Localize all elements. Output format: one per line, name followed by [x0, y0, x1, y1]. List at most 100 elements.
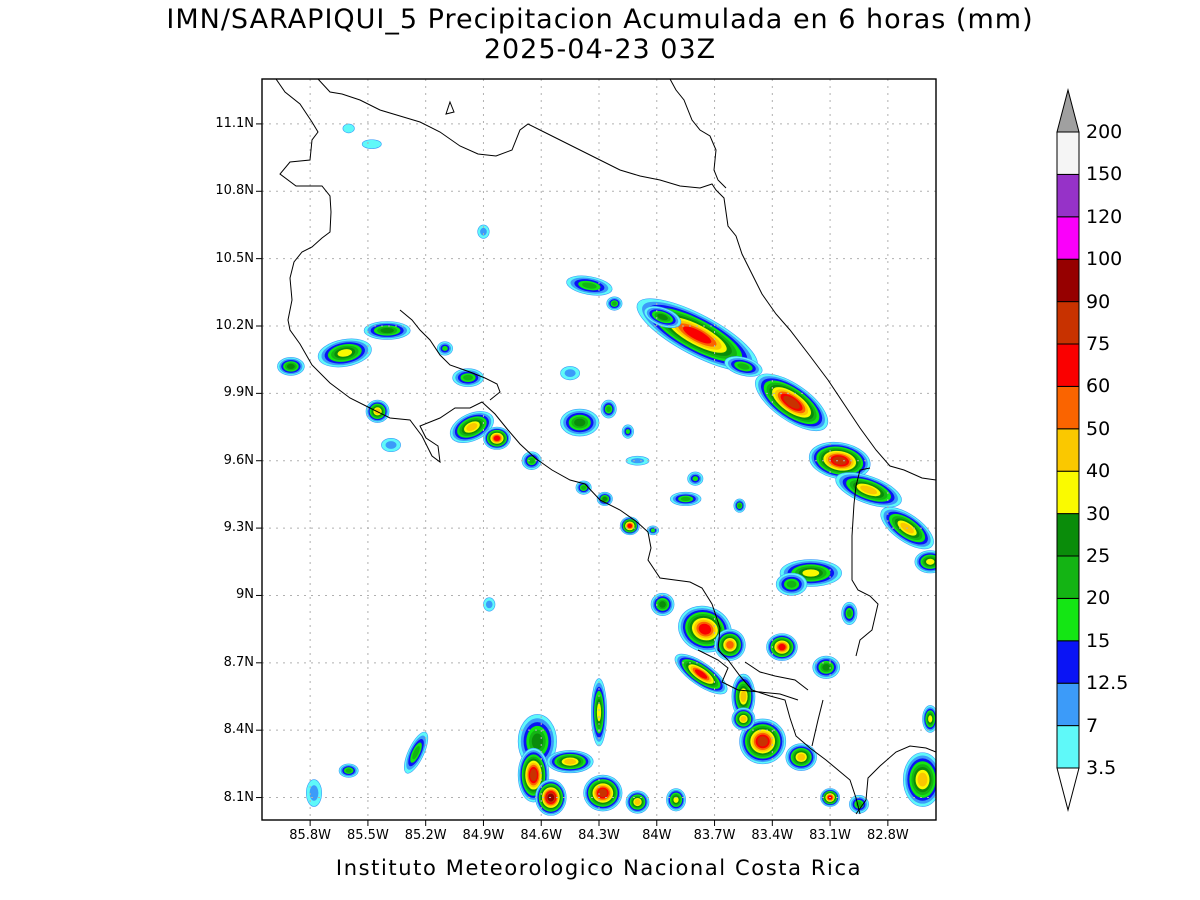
precip-cell: [914, 550, 936, 574]
precip-cell: [583, 774, 623, 812]
precip-contour: [412, 746, 420, 760]
precip-cell: [812, 655, 841, 679]
lon-label: 85.2W: [404, 828, 447, 843]
precip-cell: [600, 399, 617, 419]
precip-cell: [766, 633, 798, 661]
precip-contour: [598, 788, 608, 798]
lat-label: 9.9N: [223, 385, 254, 401]
precip-contour: [442, 346, 448, 351]
precip-cell: [785, 743, 817, 771]
colorbar-label: 90: [1086, 290, 1111, 313]
precip-contour: [650, 528, 656, 533]
colorbar-swatch: [1056, 385, 1080, 430]
precip-cell: [606, 296, 623, 311]
precip-contour: [564, 758, 577, 765]
lat-label: 8.1N: [223, 789, 254, 805]
precip-contour: [737, 503, 742, 508]
lat-label: 11.1N: [215, 115, 254, 131]
precip-contour: [634, 799, 641, 805]
colorbar-label: 3.5: [1086, 757, 1117, 779]
precip-cell: [775, 572, 808, 596]
lat-lon-grid: [262, 79, 936, 820]
precip-contour: [466, 423, 478, 432]
precip-contour: [606, 406, 612, 412]
precip-cell: [650, 592, 675, 616]
precip-contour: [846, 609, 852, 618]
lat-label: 8.4N: [223, 722, 254, 738]
precip-contour: [582, 282, 597, 289]
precip-cell: [808, 441, 871, 480]
precip-contour: [361, 139, 382, 149]
precip-cell: [724, 356, 763, 377]
precip-contour: [493, 435, 501, 441]
precip-cell: [483, 597, 496, 612]
colorbar-swatch: [1056, 258, 1080, 303]
precip-cell: [669, 491, 702, 506]
colorbar-label: 120: [1086, 205, 1123, 228]
precip-contour: [740, 716, 747, 722]
colorbar-swatch: [1056, 428, 1080, 472]
lat-label: 9N: [236, 587, 254, 603]
precip-cell: [436, 341, 453, 356]
lat-label: 10.2N: [215, 318, 254, 333]
precip-cell: [560, 408, 600, 437]
precip-contour: [783, 395, 800, 409]
precip-cell: [317, 338, 372, 368]
precip-contour: [698, 623, 712, 635]
precip-cell: [590, 678, 608, 747]
coastline-outline: [275, 79, 936, 815]
colorbar-label: 100: [1086, 248, 1123, 271]
colorbar-label: 25: [1086, 545, 1111, 567]
precip-contour: [694, 669, 708, 679]
lat-label: 9.3N: [223, 520, 254, 536]
precip-contour: [659, 601, 666, 608]
precip-cell: [625, 455, 650, 466]
precipitation-field: [277, 123, 936, 816]
precip-contour: [778, 643, 786, 651]
lon-label: 85.8W: [289, 828, 332, 843]
precip-cell: [305, 779, 322, 807]
colorbar-upper-arrow: [1056, 88, 1080, 133]
precip-cell: [361, 139, 382, 149]
precip-cell: [521, 451, 542, 471]
colorbar-swatch: [1056, 597, 1080, 642]
precip-cell: [841, 601, 858, 625]
precip-contour: [786, 580, 797, 588]
colorbar-label: 200: [1086, 121, 1123, 143]
colorbar-swatch: [1056, 725, 1080, 769]
precip-contour: [683, 326, 712, 344]
precip-cell: [731, 707, 756, 731]
precip-contour: [928, 715, 933, 723]
precip-contour: [737, 363, 750, 370]
precip-contour: [673, 796, 679, 803]
precip-cell: [277, 357, 305, 376]
precip-cell: [449, 411, 494, 443]
lon-label: 84W: [642, 828, 672, 843]
precip-cell: [560, 366, 581, 381]
lat-label: 9.6N: [223, 452, 254, 468]
colorbar-label: 20: [1086, 587, 1111, 610]
precip-contour: [611, 301, 617, 306]
precip-cell: [381, 437, 401, 453]
precip-cell: [714, 628, 746, 661]
map-timestamp: 2025-04-23 03Z: [483, 34, 717, 65]
lon-label: 83.1W: [809, 828, 851, 843]
colorbar-swatch: [1056, 343, 1080, 387]
precip-contour: [480, 227, 487, 236]
precip-contour: [726, 641, 734, 649]
map-title: IMN/SARAPIQUI_5 Precipitacion Acumulada …: [166, 4, 1034, 35]
precip-contour: [564, 369, 576, 378]
precip-contour: [657, 313, 668, 321]
lat-label: 10.5N: [215, 250, 254, 266]
precip-cell: [483, 426, 511, 450]
lon-label: 84.6W: [520, 828, 563, 843]
colorbar-swatch: [1056, 173, 1080, 218]
colorbar-swatch: [1056, 555, 1080, 599]
precip-cell: [363, 321, 411, 340]
precip-cell: [546, 750, 594, 774]
colorbar: [1056, 88, 1080, 812]
colorbar-swatch: [1056, 216, 1080, 260]
precip-contour: [574, 418, 586, 427]
precip-cell: [643, 306, 682, 329]
precip-contour: [528, 457, 535, 464]
